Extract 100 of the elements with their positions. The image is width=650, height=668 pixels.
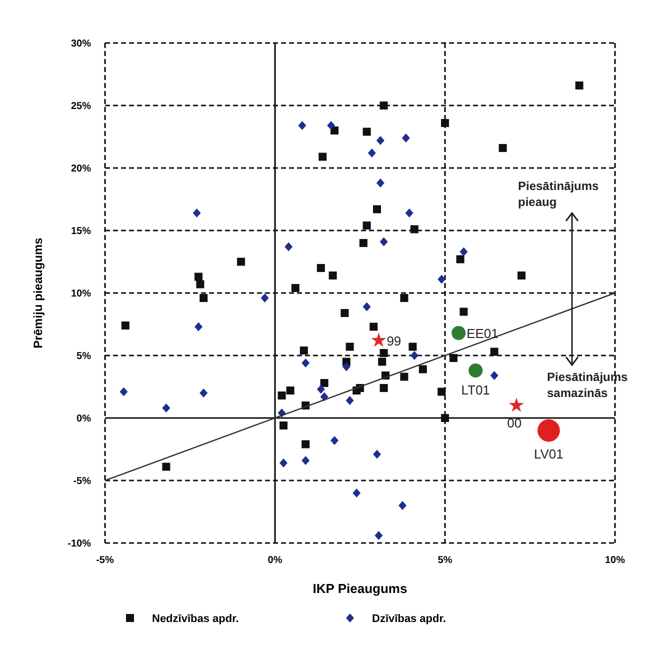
point bbox=[284, 242, 293, 252]
point bbox=[490, 348, 498, 356]
point bbox=[121, 322, 130, 330]
y-tick-label: 10% bbox=[70, 288, 92, 300]
annotation: LV01 bbox=[534, 446, 564, 462]
point bbox=[194, 272, 202, 281]
legend-label: Nedzīvības apdr. bbox=[152, 612, 239, 625]
point bbox=[346, 396, 354, 405]
point bbox=[342, 362, 350, 372]
point bbox=[441, 119, 449, 127]
point bbox=[302, 358, 310, 368]
point bbox=[373, 450, 381, 459]
point bbox=[318, 152, 327, 161]
point bbox=[200, 388, 208, 398]
point bbox=[291, 284, 300, 292]
point bbox=[280, 458, 288, 468]
point bbox=[418, 365, 427, 374]
point bbox=[408, 342, 417, 351]
point bbox=[316, 384, 325, 394]
annotation: Piesātinājums pieaug bbox=[518, 179, 600, 209]
point bbox=[460, 308, 468, 316]
point bbox=[302, 456, 310, 465]
point bbox=[162, 462, 170, 471]
point bbox=[340, 309, 349, 317]
point bbox=[374, 531, 383, 540]
point bbox=[194, 322, 202, 332]
annotation: Piesātinājums samazinās bbox=[547, 370, 628, 400]
annotation: 99 bbox=[386, 334, 402, 348]
x-tick-label: 0% bbox=[268, 555, 282, 566]
point bbox=[405, 208, 414, 218]
y-axis-title: Prēmiju pieaugums bbox=[31, 237, 45, 348]
point bbox=[327, 121, 336, 130]
point bbox=[359, 239, 368, 247]
x-tick-label: -5% bbox=[96, 555, 114, 566]
point bbox=[286, 386, 294, 394]
annotation: EE01 bbox=[466, 326, 498, 341]
point bbox=[346, 342, 354, 351]
point bbox=[400, 372, 408, 381]
y-tick-label: 15% bbox=[70, 226, 92, 237]
point bbox=[300, 346, 308, 354]
point bbox=[200, 294, 208, 302]
point bbox=[380, 102, 388, 110]
point bbox=[410, 225, 418, 234]
point bbox=[380, 384, 388, 392]
point bbox=[498, 144, 507, 152]
point bbox=[362, 222, 371, 230]
point bbox=[370, 322, 378, 331]
y-tick-label: 25% bbox=[70, 101, 92, 112]
point bbox=[508, 398, 524, 412]
point bbox=[362, 128, 371, 136]
annotation: 00 bbox=[507, 416, 522, 430]
point bbox=[120, 387, 128, 396]
point bbox=[192, 208, 201, 218]
point bbox=[368, 148, 376, 158]
legend-label: Dzīvības apdr. bbox=[372, 612, 446, 625]
point bbox=[237, 258, 245, 266]
point bbox=[298, 121, 306, 130]
y-tick-label: -10% bbox=[68, 538, 92, 550]
y-tick-label: 30% bbox=[70, 38, 92, 50]
point bbox=[378, 358, 386, 366]
point bbox=[468, 364, 483, 378]
point bbox=[362, 302, 371, 312]
point bbox=[373, 205, 381, 214]
x-axis-title: IKP Pieaugums bbox=[312, 581, 408, 596]
point bbox=[352, 488, 361, 498]
point bbox=[400, 294, 408, 302]
point bbox=[330, 436, 338, 445]
point bbox=[376, 136, 384, 145]
point bbox=[196, 280, 204, 288]
y-tick-label: 0% bbox=[76, 414, 92, 424]
point bbox=[518, 272, 526, 280]
x-tick-label: 5% bbox=[438, 555, 452, 566]
point bbox=[438, 274, 446, 284]
point bbox=[398, 501, 406, 510]
point bbox=[452, 326, 466, 340]
point bbox=[328, 272, 337, 280]
point bbox=[410, 351, 418, 360]
y-tick-label: -5% bbox=[73, 476, 92, 487]
point bbox=[380, 349, 388, 357]
point bbox=[456, 255, 464, 264]
point bbox=[162, 404, 170, 412]
point bbox=[575, 82, 584, 90]
point bbox=[260, 294, 269, 302]
point bbox=[278, 392, 286, 400]
y-tick-label: 5% bbox=[76, 351, 92, 362]
point bbox=[460, 247, 468, 256]
y-tick-label: 20% bbox=[70, 164, 92, 174]
point bbox=[490, 371, 498, 380]
point bbox=[438, 388, 446, 396]
point bbox=[302, 440, 310, 448]
point bbox=[316, 264, 325, 272]
x-tick-label: 10% bbox=[604, 555, 626, 566]
point bbox=[538, 419, 560, 442]
annotation: LT01 bbox=[461, 382, 490, 398]
point bbox=[441, 414, 449, 422]
point bbox=[280, 422, 288, 430]
point bbox=[371, 332, 386, 347]
point bbox=[376, 178, 384, 188]
point bbox=[380, 237, 388, 246]
point bbox=[450, 354, 458, 362]
